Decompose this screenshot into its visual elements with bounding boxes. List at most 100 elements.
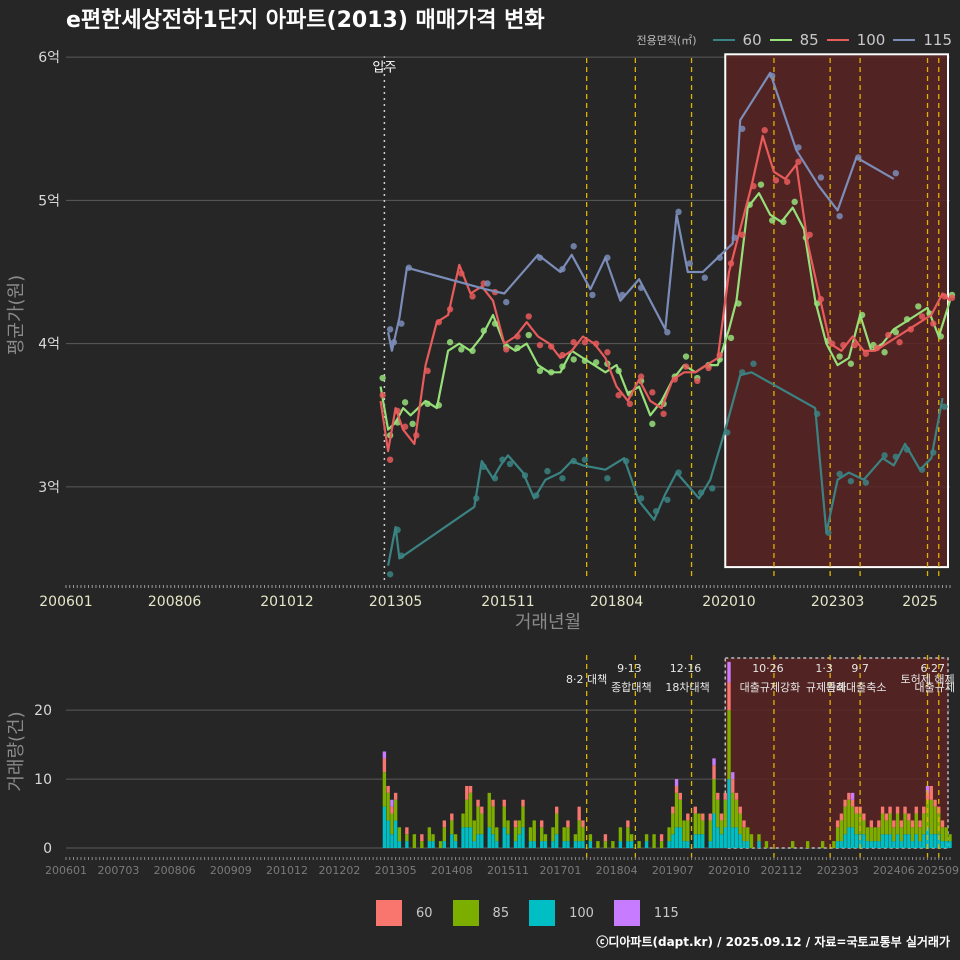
volume-bar-100 — [697, 834, 701, 848]
volume-bar-85 — [805, 841, 810, 848]
volume-bar-100 — [671, 834, 675, 848]
volume-bar-60 — [468, 785, 473, 793]
price-x-tick-label: 2025 — [902, 594, 938, 610]
volume-bar-100 — [843, 834, 847, 848]
volume-bar-100 — [532, 841, 536, 848]
volume-bar-100 — [405, 841, 409, 848]
volume-bar-100 — [468, 827, 473, 848]
volume-bar-100 — [899, 841, 903, 848]
legend-item-60: 60 — [712, 31, 762, 49]
point-100 — [581, 339, 589, 346]
point-100 — [918, 313, 926, 320]
legend-item-115: 115 — [893, 31, 952, 49]
volume-bar-85 — [528, 827, 533, 842]
volume-bar-60 — [918, 820, 922, 828]
volume-bar-85 — [742, 827, 746, 842]
volume-bar-100 — [910, 841, 915, 848]
volume-bar-60 — [910, 820, 915, 828]
chart-title: e편한세상전하1단지 아파트(2013) 매매가격 변화 — [66, 8, 545, 33]
volume-bar-85 — [933, 806, 937, 835]
volume-bar-100 — [712, 813, 716, 848]
price-x-tick-label: 200806 — [148, 594, 202, 610]
bar-legend: 60 85 100 115 — [376, 900, 699, 926]
volume-bar-100 — [731, 827, 735, 848]
volume-bar-100 — [581, 841, 585, 848]
point-85 — [757, 181, 765, 188]
point-85 — [409, 420, 416, 428]
point-85 — [570, 356, 577, 363]
volume-bar-60 — [734, 792, 739, 800]
volume-bar-85 — [551, 827, 555, 842]
price-x-axis-title: 거래년월 — [515, 612, 581, 633]
volume-x-tick-label: 202303 — [817, 864, 859, 877]
point-60 — [709, 485, 716, 492]
point-100 — [469, 293, 476, 300]
point-85 — [446, 339, 454, 346]
bar-legend-label-100: 100 — [569, 905, 594, 921]
bar-legend-label-85: 85 — [492, 905, 510, 921]
volume-bar-85 — [495, 827, 499, 842]
bar-legend-swatch-115 — [613, 900, 640, 926]
volume-y-axis-title: 거래량(건) — [6, 711, 27, 791]
volume-bar-85 — [644, 834, 649, 842]
volume-bar-85 — [847, 799, 851, 828]
volume-bar-60 — [465, 785, 469, 800]
volume-bar-100 — [626, 841, 630, 848]
legend-swatch-60 — [712, 39, 735, 41]
volume-bar-85 — [738, 813, 742, 835]
point-85 — [881, 349, 888, 356]
volume-bar-100 — [495, 841, 499, 848]
volume-bar-115 — [925, 785, 930, 793]
point-100 — [896, 339, 903, 346]
price-highlight-box — [724, 53, 949, 569]
volume-bar-100 — [450, 834, 454, 848]
volume-bar-85 — [438, 841, 443, 848]
volume-bar-85 — [588, 834, 593, 842]
volume-bar-100 — [382, 806, 387, 848]
point-100 — [783, 178, 791, 185]
bar-legend-swatch-85 — [452, 900, 479, 926]
legend-label-115: 115 — [923, 31, 952, 49]
volume-bar-60 — [671, 806, 675, 814]
volume-bar-60 — [854, 806, 859, 814]
bar-legend-label-60: 60 — [416, 905, 433, 921]
point-115 — [686, 260, 693, 267]
volume-bar-100 — [884, 834, 889, 848]
volume-bar-85 — [667, 827, 671, 842]
point-100 — [948, 294, 956, 302]
volume-bar-60 — [922, 806, 926, 814]
point-60 — [544, 467, 551, 475]
point-85 — [682, 353, 690, 360]
volume-bar-100 — [513, 841, 518, 848]
volume-x-tick-label: 202010 — [708, 864, 750, 877]
volume-bar-60 — [716, 792, 720, 800]
point-60 — [664, 496, 671, 503]
point-100 — [379, 392, 386, 399]
policy-annotation-name: 규제완화 — [806, 681, 846, 694]
volume-bar-100 — [734, 827, 739, 848]
volume-bar-115 — [731, 772, 735, 780]
volume-bar-100 — [588, 841, 593, 848]
volume-bar-60 — [450, 813, 454, 821]
point-60 — [386, 571, 394, 578]
volume-bar-85 — [573, 834, 578, 842]
volume-bar-85 — [884, 820, 889, 835]
volume-bar-100 — [517, 834, 521, 848]
volume-bar-85 — [431, 834, 435, 842]
volume-bar-85 — [940, 827, 945, 842]
policy-annotation-date: 6·27 — [921, 662, 946, 675]
volume-bar-115 — [382, 751, 387, 759]
source-credit: ⓒ디아파트(dapt.kr) / 2025.09.12 / 자료=국토교통부 실… — [596, 935, 950, 949]
volume-bar-85 — [719, 820, 724, 835]
volume-bar-85 — [453, 834, 458, 842]
point-100 — [851, 341, 858, 349]
volume-bar-60 — [581, 820, 585, 828]
point-100 — [386, 456, 394, 463]
volume-bar-85 — [880, 813, 885, 835]
volume-bar-60 — [843, 799, 847, 807]
point-100 — [694, 377, 701, 385]
volume-bar-85 — [929, 799, 933, 835]
volume-bar-85 — [517, 820, 521, 835]
volume-bar-85 — [465, 799, 469, 828]
